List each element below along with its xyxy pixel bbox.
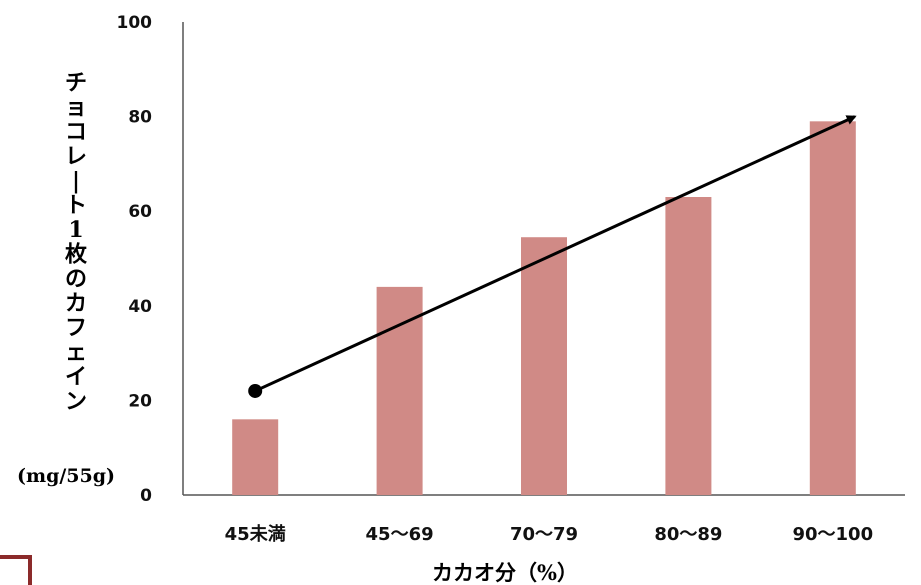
bar: [521, 237, 567, 495]
y-tick-labels: 0 20 40 60 80 100: [117, 13, 153, 506]
trend-start-dot: [248, 383, 263, 398]
y-axis-label: チョコレ|ト 1 枚のカフェイン: [65, 70, 87, 415]
bar: [809, 121, 856, 495]
trend-line: [254, 115, 857, 393]
bars: [232, 121, 856, 495]
trend-arrow: [248, 115, 857, 398]
y-axis-unit: (mg/55g): [17, 465, 115, 487]
y-tick-label: 100: [117, 13, 153, 33]
category-labels: 45未満 45〜69 70〜79 80〜89 90〜100: [225, 523, 873, 545]
category-label: 45〜69: [366, 524, 434, 545]
category-label: 90〜100: [792, 524, 873, 545]
y-tick-label: 60: [128, 202, 152, 222]
category-label: 70〜79: [510, 524, 578, 545]
bar: [376, 286, 423, 495]
y-tick-label: 40: [128, 297, 152, 317]
bracket-decoration: [0, 555, 32, 585]
category-label: 45未満: [225, 523, 286, 545]
category-label: 80〜89: [654, 524, 722, 545]
x-axis-label: カカオ分（%）: [432, 560, 578, 585]
y-tick-label: 80: [128, 108, 152, 128]
y-tick-label: 20: [128, 391, 152, 411]
bar: [665, 197, 712, 495]
y-tick-label: 0: [140, 486, 152, 506]
bar: [232, 419, 279, 495]
